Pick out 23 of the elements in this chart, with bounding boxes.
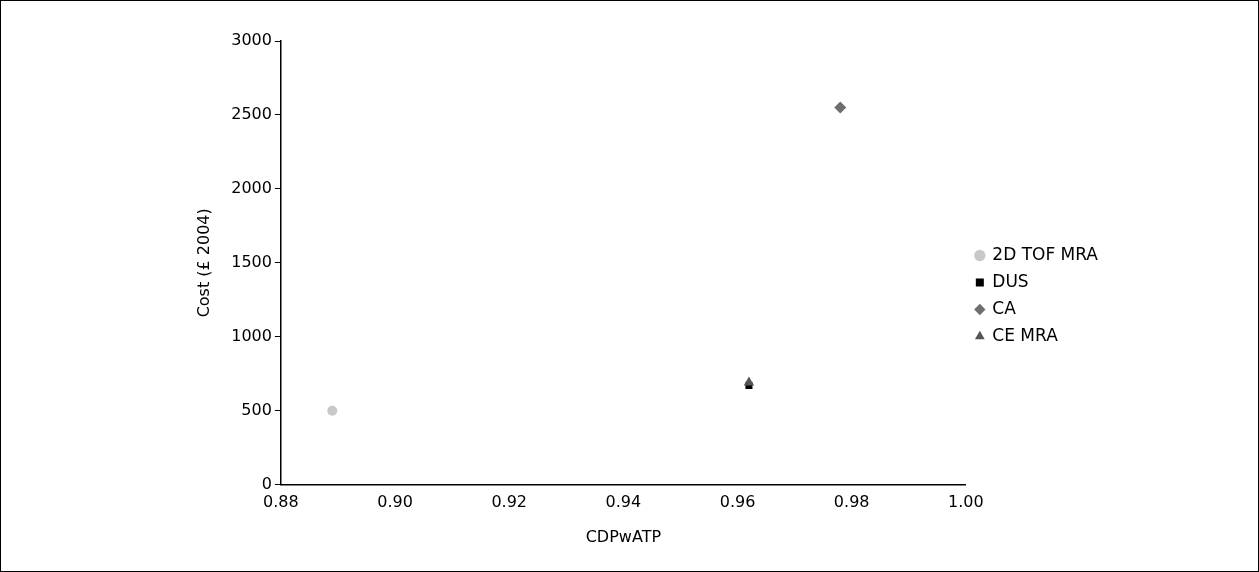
legend-label: DUS — [992, 270, 1029, 291]
legend-label: CA — [992, 297, 1017, 318]
y-axis-title: Cost (£ 2004) — [193, 208, 213, 318]
x-tick-label: 0.92 — [491, 492, 528, 512]
legend-label: CE MRA — [992, 324, 1059, 345]
y-tick-label: 0 — [261, 473, 272, 493]
point — [743, 376, 755, 386]
x-tick-label: 0.94 — [605, 492, 642, 512]
x-tick-label: 1.00 — [948, 492, 984, 512]
y-tick-label: 2000 — [231, 178, 272, 198]
y-tick-label: 1500 — [231, 251, 272, 271]
y-tick-label: 2500 — [231, 104, 272, 124]
x-tick-label: 0.96 — [719, 492, 756, 512]
legend-label: 2D TOF MRA — [992, 243, 1099, 264]
point — [327, 405, 338, 416]
point — [834, 101, 847, 114]
x-axis-title: CDPwATP — [585, 526, 662, 546]
y-tick-label: 3000 — [231, 30, 272, 50]
y-tick-label: 500 — [241, 399, 272, 419]
x-tick-label: 0.88 — [263, 492, 299, 512]
x-tick-label: 0.90 — [377, 492, 413, 512]
y-tick-label: 1000 — [231, 325, 272, 345]
x-tick-label: 0.98 — [833, 492, 870, 512]
